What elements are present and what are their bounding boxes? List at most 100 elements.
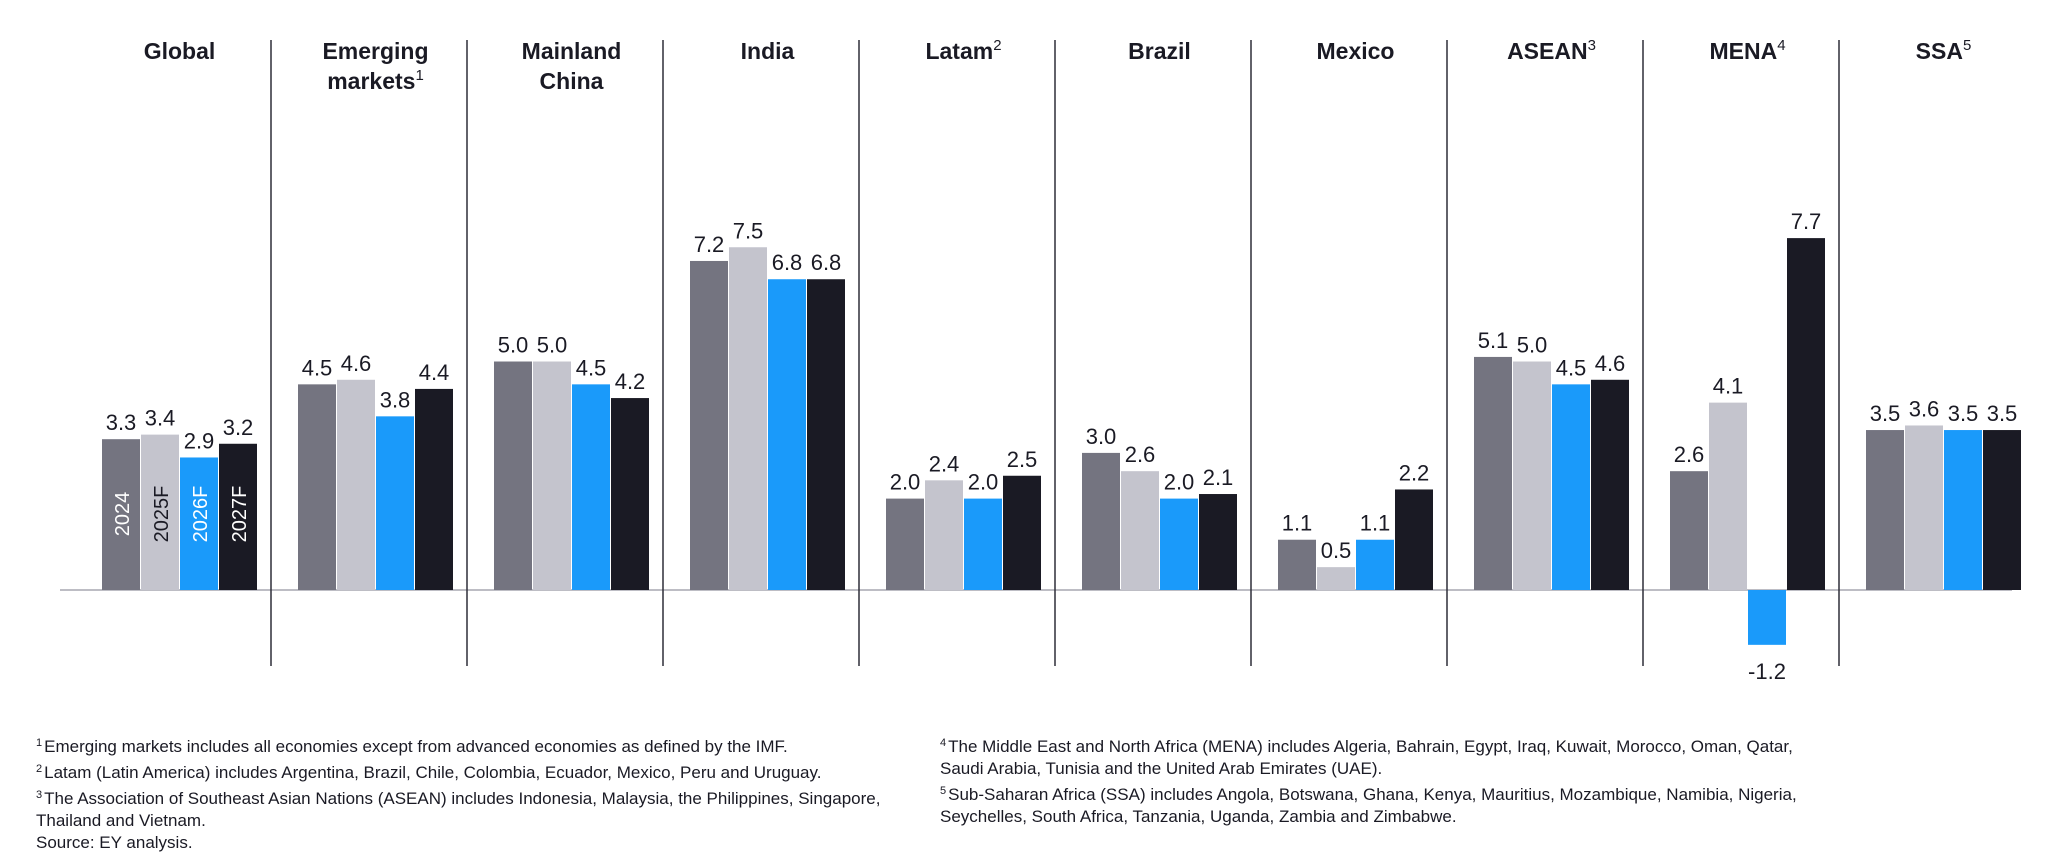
data-label: 4.5 xyxy=(576,355,607,380)
bar-global-2027f xyxy=(219,443,257,590)
data-label: 5.0 xyxy=(1517,333,1548,358)
bar-emerging-markets-2027f xyxy=(415,388,453,590)
bar-mexico-2025f xyxy=(1317,567,1355,590)
data-label: 4.5 xyxy=(302,355,333,380)
data-label: 5.0 xyxy=(498,333,529,358)
bar-latam-2025f xyxy=(925,480,963,590)
data-label: 3.0 xyxy=(1086,424,1117,449)
footnote: 4 The Middle East and North Africa (MENA)… xyxy=(940,737,1793,778)
data-label: 2.1 xyxy=(1203,465,1234,490)
bar-ssa-2024 xyxy=(1866,430,1904,590)
bar-mainland-china-2026f xyxy=(572,384,610,590)
data-label: 3.6 xyxy=(1909,396,1940,421)
data-label: 4.6 xyxy=(1595,351,1626,376)
panel-title-india: India xyxy=(741,38,795,64)
bar-emerging-markets-2025f xyxy=(337,379,375,590)
bar-global-2025f xyxy=(141,434,179,590)
data-label: -1.2 xyxy=(1748,659,1786,684)
bar-mena-2025f xyxy=(1709,402,1747,590)
bar-latam-2024 xyxy=(886,498,924,590)
footnote: 5 Sub-Saharan Africa (SSA) includes Angol… xyxy=(940,785,1797,826)
data-label: 3.5 xyxy=(1987,401,2018,426)
data-label: 5.1 xyxy=(1478,328,1509,353)
data-label: 2.5 xyxy=(1007,447,1038,472)
data-label: 3.2 xyxy=(223,415,254,440)
data-label: 3.5 xyxy=(1948,401,1979,426)
bar-mexico-2024 xyxy=(1278,539,1316,590)
panel-title-asean: ASEAN3 xyxy=(1507,37,1596,64)
data-label: 7.5 xyxy=(733,218,764,243)
bar-global-2024 xyxy=(102,439,140,590)
data-label: 2.2 xyxy=(1399,460,1430,485)
panel-title-ssa: SSA5 xyxy=(1916,37,1972,64)
series-label-2025f: 2025F xyxy=(151,486,173,543)
panel-title-global: Global xyxy=(144,38,216,64)
series-label-2027f: 2027F xyxy=(229,486,251,543)
chart: Global 3.3 2024 3.4 2025F 2.9 2026F 3.2 2027F Eme… xyxy=(60,37,2021,684)
footnotes-right: 4 The Middle East and North Africa (MENA)… xyxy=(940,732,1840,828)
bar-mainland-china-2027f xyxy=(611,398,649,590)
data-label: 4.6 xyxy=(341,351,372,376)
data-label: 2.6 xyxy=(1125,442,1156,467)
footnote: 2 Latam (Latin America) includes Argentin… xyxy=(36,763,822,782)
data-label: 3.5 xyxy=(1870,401,1901,426)
data-label: 7.7 xyxy=(1791,209,1822,234)
bar-latam-2026f xyxy=(964,498,1002,590)
data-label: 4.2 xyxy=(615,369,646,394)
bar-mena-2026f xyxy=(1748,590,1786,645)
panel-title-mainland-china: Mainland China xyxy=(522,38,622,94)
bar-india-2026f xyxy=(768,279,806,590)
data-label: 3.3 xyxy=(106,410,137,435)
bar-india-2025f xyxy=(729,247,767,590)
data-label: 2.6 xyxy=(1674,442,1705,467)
bar-asean-2025f xyxy=(1513,361,1551,590)
bar-mena-2027f xyxy=(1787,238,1825,591)
data-label: 6.8 xyxy=(772,250,803,275)
bar-ssa-2025f xyxy=(1905,425,1943,590)
data-label: 1.1 xyxy=(1282,511,1313,536)
bar-mena-2024 xyxy=(1670,471,1708,590)
footnote: 3 The Association of Southeast Asian Nati… xyxy=(36,789,881,830)
bar-ssa-2026f xyxy=(1944,430,1982,590)
panel-title-latam: Latam2 xyxy=(925,37,1001,64)
bar-emerging-markets-2026f xyxy=(376,416,414,590)
data-label: 3.4 xyxy=(145,406,176,431)
bar-emerging-markets-2024 xyxy=(298,384,336,590)
bar-asean-2026f xyxy=(1552,384,1590,590)
bar-mexico-2026f xyxy=(1356,539,1394,590)
footnote: 1 Emerging markets includes all economies… xyxy=(36,737,788,756)
bar-brazil-2027f xyxy=(1199,494,1237,590)
series-label-2024: 2024 xyxy=(112,492,134,537)
bar-brazil-2026f xyxy=(1160,498,1198,590)
bar-ssa-2027f xyxy=(1983,430,2021,590)
panel-title-mexico: Mexico xyxy=(1317,38,1395,64)
footnotes-left: 1 Emerging markets includes all economies… xyxy=(36,732,916,854)
data-label: 0.5 xyxy=(1321,538,1352,563)
data-label: 1.1 xyxy=(1360,511,1391,536)
panel-title-mena: MENA4 xyxy=(1709,37,1785,64)
bar-asean-2024 xyxy=(1474,356,1512,590)
data-label: 2.0 xyxy=(1164,470,1195,495)
bar-global-2026f xyxy=(180,457,218,590)
bar-brazil-2024 xyxy=(1082,452,1120,590)
bar-mainland-china-2024 xyxy=(494,361,532,590)
data-label: 7.2 xyxy=(694,232,725,257)
bar-india-2024 xyxy=(690,260,728,590)
series-label-2026f: 2026F xyxy=(190,486,212,543)
data-label: 2.9 xyxy=(184,428,215,453)
bar-asean-2027f xyxy=(1591,379,1629,590)
bar-latam-2027f xyxy=(1003,475,1041,590)
data-label: 5.0 xyxy=(537,333,568,358)
data-label: 3.8 xyxy=(380,387,411,412)
bar-india-2027f xyxy=(807,279,845,590)
panel-title-brazil: Brazil xyxy=(1128,38,1191,64)
data-label: 2.0 xyxy=(890,470,921,495)
bar-mexico-2027f xyxy=(1395,489,1433,590)
bar-brazil-2025f xyxy=(1121,471,1159,590)
panel-title-emerging-markets: Emerging markets1 xyxy=(322,38,428,94)
data-label: 4.4 xyxy=(419,360,450,385)
data-label: 4.1 xyxy=(1713,374,1744,399)
data-label: 6.8 xyxy=(811,250,842,275)
data-label: 2.4 xyxy=(929,451,960,476)
bar-mainland-china-2025f xyxy=(533,361,571,590)
